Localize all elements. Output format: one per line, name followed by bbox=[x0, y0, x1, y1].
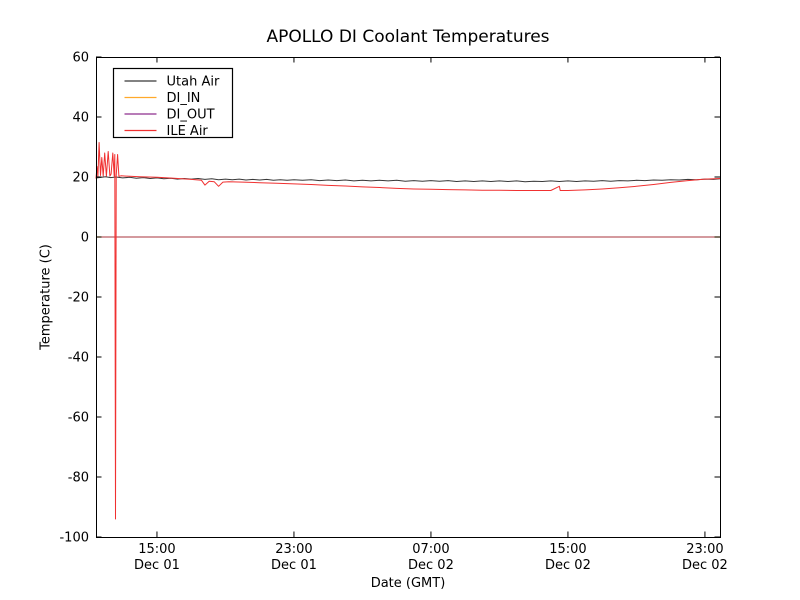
legend-label: DI_OUT bbox=[167, 108, 215, 123]
x-tick-label-date: Dec 02 bbox=[408, 558, 454, 573]
legend-label: DI_IN bbox=[167, 91, 201, 106]
x-tick-label-date: Dec 01 bbox=[134, 558, 180, 573]
y-tick-label: -60 bbox=[68, 411, 89, 426]
y-tick-label: -40 bbox=[68, 351, 89, 366]
y-tick-label: 20 bbox=[72, 171, 89, 186]
series-line-ile-air bbox=[95, 142, 721, 520]
x-tick-label-time: 15:00 bbox=[549, 542, 586, 557]
x-tick-label-date: Dec 02 bbox=[545, 558, 591, 573]
x-tick-label-time: 15:00 bbox=[138, 542, 175, 557]
y-tick-label: 0 bbox=[81, 231, 89, 246]
y-tick-label: -80 bbox=[68, 471, 89, 486]
legend-label: ILE Air bbox=[167, 124, 209, 139]
legend-box bbox=[112, 67, 234, 139]
x-tick-label-date: Dec 02 bbox=[682, 558, 728, 573]
y-axis-label: Temperature (C) bbox=[38, 244, 54, 350]
x-tick-label-time: 23:00 bbox=[686, 542, 723, 557]
y-tick-label: -100 bbox=[59, 531, 89, 546]
x-tick-label-time: 07:00 bbox=[412, 542, 449, 557]
x-axis-label: Date (GMT) bbox=[370, 576, 446, 591]
y-tick-label: 40 bbox=[72, 111, 89, 126]
y-tick-label: 60 bbox=[72, 51, 89, 66]
legend-label: Utah Air bbox=[167, 75, 220, 90]
y-tick-label: -20 bbox=[68, 291, 89, 306]
x-tick-label-time: 23:00 bbox=[275, 542, 312, 557]
chart-title: APOLLO DI Coolant Temperatures bbox=[266, 27, 550, 47]
x-tick-label-date: Dec 01 bbox=[271, 558, 317, 573]
